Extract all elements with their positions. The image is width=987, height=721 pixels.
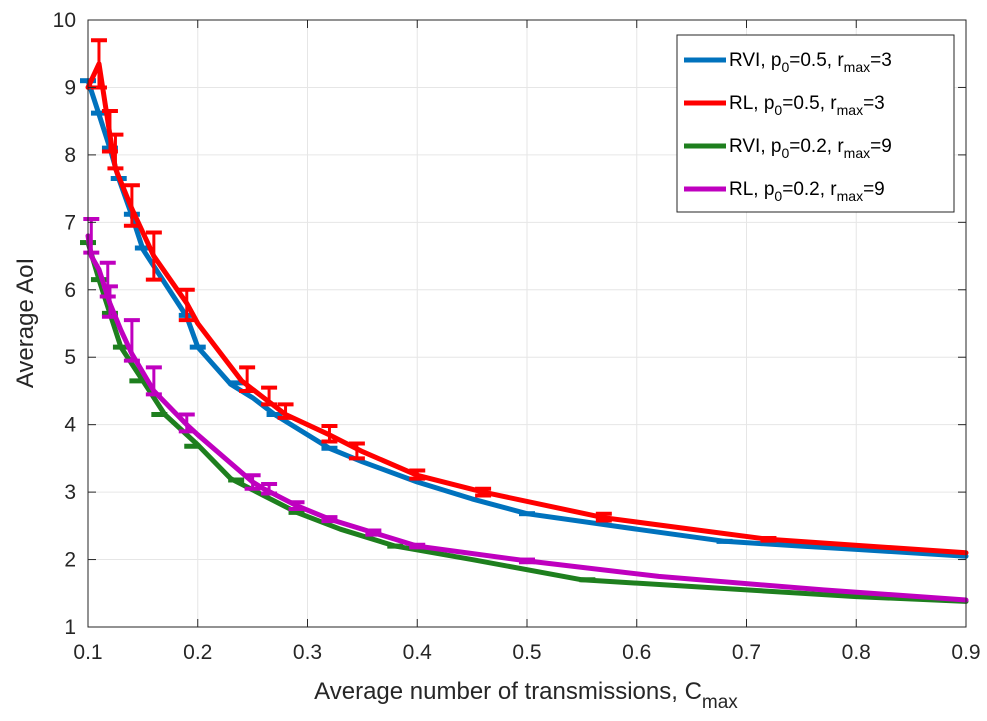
x-axis-label: Average number of transmissions, Cmax: [314, 678, 738, 713]
x-tick-label: 0.6: [622, 641, 651, 664]
legend: RVI, p0=0.5, rmax=3 RL, p0=0.5, rmax=3 RVI…: [676, 34, 955, 213]
error-bar: [760, 535, 777, 543]
error-bar: [123, 318, 140, 363]
y-axis-label: Average AoI: [12, 258, 39, 388]
series-4: [83, 216, 969, 603]
error-bar: [595, 511, 612, 523]
ticks: [87, 19, 967, 628]
x-tick-label: 0.7: [732, 641, 761, 664]
error-bar: [101, 284, 118, 319]
legend-label: RVI, p0=0.2, rmax=9: [729, 136, 892, 161]
series-2: [85, 38, 969, 556]
error-bar: [409, 468, 426, 481]
x-tick-label: 0.2: [183, 641, 212, 664]
error-bar: [348, 441, 365, 461]
y-tick-label: 2: [64, 549, 76, 572]
x-axis-label-subscript: max: [702, 692, 738, 713]
error-bar: [321, 515, 338, 524]
y-tick-label: 7: [64, 211, 76, 234]
error-bar: [288, 500, 305, 511]
y-tick-labels: 1 2 3 4 5 6 7 8 9 10: [53, 9, 77, 639]
series-layer: [80, 38, 969, 604]
error-bar: [178, 287, 195, 323]
error-bar: [123, 183, 140, 228]
error-bar: [365, 528, 382, 537]
y-tick-label: 8: [64, 144, 76, 167]
error-bar: [261, 482, 278, 496]
error-bar: [244, 473, 261, 491]
error-bar: [239, 365, 256, 393]
error-bar: [145, 365, 162, 397]
x-tick-label: 0.3: [293, 641, 322, 664]
y-tick-label: 9: [64, 76, 76, 99]
y-tick-label: 4: [64, 414, 76, 437]
error-bar: [99, 260, 116, 299]
x-tick-labels: 0.1 0.2 0.3 0.4 0.5 0.6 0.7 0.8 0.9: [73, 641, 980, 664]
x-tick-label: 0.4: [403, 641, 433, 664]
x-tick-label: 0.1: [73, 641, 102, 664]
y-tick-label: 5: [64, 346, 76, 369]
error-bar: [83, 216, 100, 255]
legend-label: RVI, p0=0.5, rmax=3: [729, 50, 892, 75]
error-bar: [145, 230, 162, 282]
error-bar: [261, 385, 278, 407]
y-tick-label: 10: [53, 9, 76, 32]
error-bar: [519, 557, 535, 565]
error-bar: [321, 424, 338, 444]
error-bar: [475, 486, 492, 498]
error-bar: [178, 412, 195, 434]
error-bar: [107, 132, 124, 171]
error-bar: [277, 402, 294, 420]
x-tick-label: 0.8: [842, 641, 871, 664]
legend-box: [676, 34, 955, 213]
y-tick-label: 3: [64, 481, 76, 504]
x-tick-label: 0.9: [951, 641, 980, 664]
y-tick-label: 6: [64, 279, 76, 302]
y-tick-label: 1: [64, 616, 76, 639]
legend-label: RL, p0=0.2, rmax=9: [729, 179, 885, 204]
x-tick-label: 0.5: [512, 641, 541, 664]
legend-label: RL, p0=0.5, rmax=3: [729, 93, 885, 118]
error-bar: [409, 542, 426, 550]
